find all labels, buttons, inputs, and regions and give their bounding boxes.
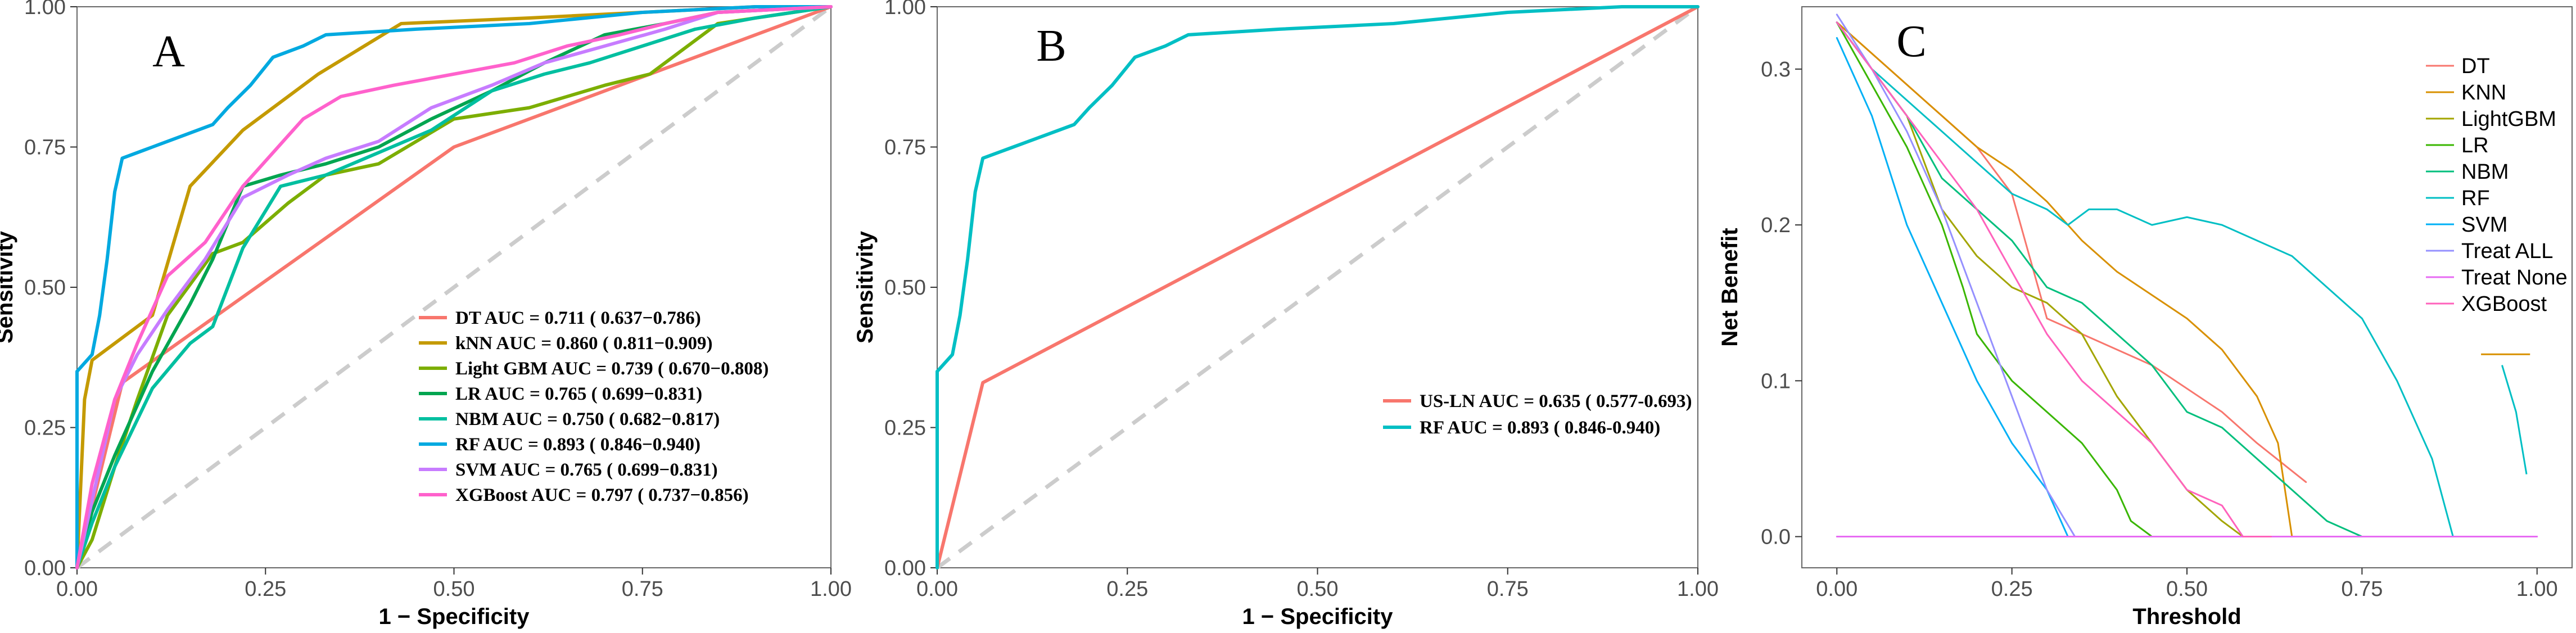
- legend-label: KNN: [2461, 81, 2506, 105]
- legend-label: NBM AUC = 0.750 ( 0.682−0.817): [455, 409, 720, 429]
- x-tick-label: 0.75: [1487, 577, 1529, 601]
- y-tick-label: 0.75: [884, 136, 926, 160]
- x-tick-label: 0.25: [1106, 577, 1148, 601]
- series-line-dt: [1836, 21, 2307, 483]
- legend-label: XGBoost: [2461, 292, 2547, 316]
- x-tick-label: 0.50: [2166, 577, 2208, 601]
- legend-label: Treat ALL: [2461, 239, 2553, 263]
- y-tick-label: 0.0: [1761, 526, 1791, 549]
- y-tick-label: 1.00: [24, 0, 66, 19]
- legend-label: DT AUC = 0.711 ( 0.637−0.786): [455, 308, 701, 328]
- x-tick-label: 0.75: [2341, 577, 2383, 601]
- y-axis-title: Net Benefit: [1718, 228, 1742, 346]
- y-tick-label: 0.50: [884, 276, 926, 300]
- legend-label: SVM AUC = 0.765 ( 0.699−0.831): [455, 460, 718, 480]
- x-tick-label: 0.50: [433, 577, 475, 601]
- panel-a: 0.00 0.25 0.50 0.75 1.00 0.00 0.25 0.50 0.75 1.00…: [0, 0, 852, 629]
- y-axis-title: Sensitivity: [853, 230, 878, 343]
- y-tick-label: 0.25: [884, 417, 926, 440]
- reference-diagonal-line: [75, 5, 833, 569]
- panel-c: 0.00 0.25 0.50 0.75 1.00 0.0 0.1 0.2 0.3 Threshol…: [1718, 6, 2573, 629]
- plot-frame: [1801, 6, 2573, 568]
- series-line-lightgbm: [1836, 21, 2244, 538]
- series-line-us-ln: [936, 5, 1700, 569]
- y-tick-label: 0.2: [1761, 214, 1791, 237]
- legend-label: RF AUC = 0.893 ( 0.846-0.940): [1420, 418, 1660, 438]
- legend-label: RF AUC = 0.893 ( 0.846−0.940): [455, 435, 701, 455]
- series-line-knn: [1836, 21, 2293, 538]
- series-line-rf: [75, 5, 833, 569]
- y-tick-label: 1.00: [884, 0, 926, 19]
- y-tick-label: 0.3: [1761, 58, 1791, 82]
- x-axis-title: Threshold: [2132, 604, 2241, 629]
- reference-diagonal-line: [936, 5, 1700, 569]
- y-tick-label: 0.00: [24, 557, 66, 580]
- legend-label: Treat None: [2461, 266, 2568, 290]
- series-line-lr: [75, 5, 833, 569]
- series-line-svm: [75, 5, 833, 569]
- legend-label: RF: [2461, 187, 2490, 210]
- panel-letter: A: [152, 27, 185, 76]
- y-tick-label: 0.75: [24, 136, 66, 160]
- series-line-nbm: [1836, 21, 2363, 538]
- x-tick-label: 0.00: [916, 577, 958, 601]
- panel-b: 0.00 0.25 0.50 0.75 1.00 0.00 0.25 0.50 0.75 1.00…: [853, 0, 1719, 629]
- series-line-rf: [936, 5, 1700, 569]
- series-line-xgboost: [75, 5, 833, 569]
- series-line-treat-all: [1836, 13, 2076, 538]
- y-tick-label: 0.1: [1761, 369, 1791, 393]
- legend-label: kNN AUC = 0.860 ( 0.811−0.909): [455, 333, 712, 354]
- series-line-nbm: [75, 5, 833, 569]
- y-tick-label: 0.25: [24, 417, 66, 440]
- x-tick-label: 1.00: [810, 577, 852, 601]
- legend-label: NBM: [2461, 160, 2509, 184]
- x-axis-title: 1 − Specificity: [1242, 604, 1394, 629]
- series-line-xgboost: [1836, 21, 2272, 538]
- panel-letter: B: [1036, 21, 1066, 71]
- legend-label: LightGBM: [2461, 107, 2556, 131]
- y-axis-title: Sensitivity: [0, 230, 17, 343]
- legend-label: LR AUC = 0.765 ( 0.699−0.831): [455, 384, 702, 404]
- y-tick-label: 0.50: [24, 276, 66, 300]
- legend-label: XGBoost AUC = 0.797 ( 0.737−0.856): [455, 485, 749, 505]
- series-line-svm: [1836, 37, 2069, 538]
- legend-label: US-LN AUC = 0.635 ( 0.577-0.693): [1420, 391, 1692, 412]
- x-axis-title: 1 − Specificity: [379, 604, 530, 629]
- legend-label: DT: [2461, 55, 2490, 78]
- series-line-rf: [1836, 21, 2454, 538]
- y-tick-label: 0.00: [884, 557, 926, 580]
- x-tick-label: 1.00: [1677, 577, 1719, 601]
- x-tick-label: 0.00: [1816, 577, 1858, 601]
- legend-label: Light GBM AUC = 0.739 ( 0.670−0.808): [455, 359, 769, 379]
- panel-letter: C: [1896, 17, 1926, 66]
- x-tick-label: 1.00: [2516, 577, 2558, 601]
- series-line-rf-tail: [2501, 365, 2528, 474]
- x-tick-label: 0.25: [245, 577, 286, 601]
- x-tick-label: 0.00: [56, 577, 98, 601]
- x-tick-label: 0.75: [622, 577, 663, 601]
- x-tick-label: 0.50: [1297, 577, 1339, 601]
- series-line-lr: [1836, 21, 2153, 538]
- legend-label: LR: [2461, 134, 2489, 157]
- x-tick-label: 0.25: [1991, 577, 2033, 601]
- legend-label: SVM: [2461, 213, 2507, 237]
